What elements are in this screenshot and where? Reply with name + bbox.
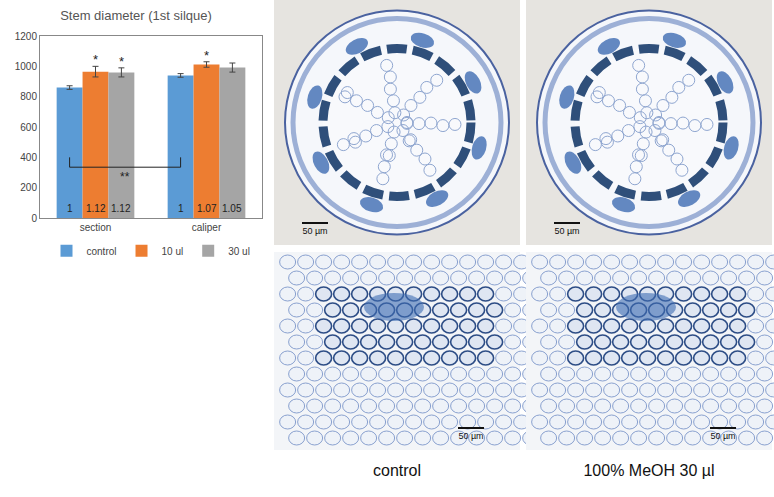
- svg-text:1000: 1000: [15, 61, 38, 72]
- svg-text:0: 0: [31, 213, 37, 224]
- svg-text:1.07: 1.07: [197, 203, 217, 214]
- svg-text:30 ul: 30 ul: [228, 246, 250, 257]
- svg-text:1200: 1200: [15, 31, 38, 42]
- svg-text:1.12: 1.12: [111, 203, 131, 214]
- svg-text:50 µm: 50 µm: [302, 226, 327, 236]
- svg-text:caliper: caliper: [192, 222, 222, 233]
- svg-text:*: *: [93, 52, 98, 67]
- svg-text:400: 400: [20, 152, 37, 163]
- svg-text:control: control: [87, 246, 117, 257]
- svg-text:1: 1: [67, 203, 73, 214]
- svg-text:50 µm: 50 µm: [554, 226, 579, 236]
- svg-text:section: section: [80, 222, 112, 233]
- svg-text:1.12: 1.12: [86, 203, 106, 214]
- svg-text:*: *: [204, 48, 209, 63]
- svg-text:200: 200: [20, 182, 37, 193]
- svg-text:600: 600: [20, 122, 37, 133]
- svg-text:control: control: [373, 462, 421, 479]
- svg-text:1: 1: [178, 203, 184, 214]
- svg-text:800: 800: [20, 91, 37, 102]
- svg-text:1.05: 1.05: [222, 203, 242, 214]
- svg-text:100% MeOH 30 µl: 100% MeOH 30 µl: [583, 462, 714, 479]
- svg-text:50 µm: 50 µm: [710, 431, 735, 441]
- svg-text:*: *: [119, 54, 124, 69]
- svg-text:Stem diameter (1st silque): Stem diameter (1st silque): [60, 8, 212, 23]
- svg-text:10 ul: 10 ul: [162, 246, 184, 257]
- svg-text:50 µm: 50 µm: [458, 431, 483, 441]
- svg-text:**: **: [120, 170, 130, 184]
